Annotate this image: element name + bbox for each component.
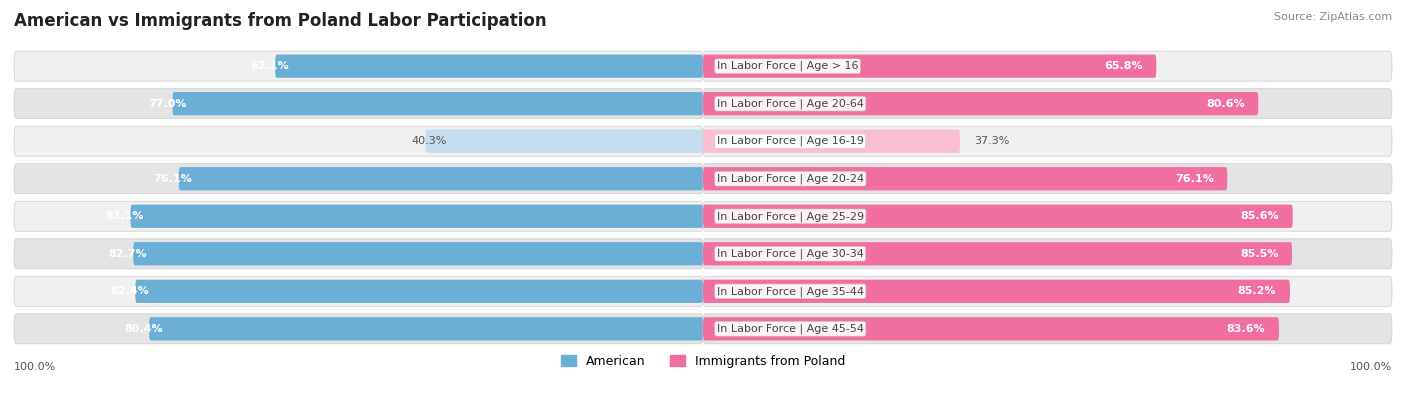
FancyBboxPatch shape [14, 239, 703, 269]
FancyBboxPatch shape [426, 130, 703, 153]
Text: 76.1%: 76.1% [1175, 174, 1213, 184]
FancyBboxPatch shape [703, 164, 1392, 194]
Text: 40.3%: 40.3% [412, 136, 447, 146]
FancyBboxPatch shape [14, 276, 703, 307]
FancyBboxPatch shape [703, 92, 1258, 115]
FancyBboxPatch shape [703, 55, 1156, 78]
Text: 85.2%: 85.2% [1237, 286, 1277, 296]
Text: Source: ZipAtlas.com: Source: ZipAtlas.com [1274, 12, 1392, 22]
Text: 82.7%: 82.7% [108, 249, 148, 259]
FancyBboxPatch shape [14, 201, 703, 231]
FancyBboxPatch shape [703, 130, 960, 153]
Text: 100.0%: 100.0% [1350, 362, 1392, 372]
FancyBboxPatch shape [149, 317, 703, 340]
FancyBboxPatch shape [703, 167, 1227, 190]
FancyBboxPatch shape [14, 126, 703, 156]
Text: In Labor Force | Age 35-44: In Labor Force | Age 35-44 [717, 286, 863, 297]
FancyBboxPatch shape [135, 280, 703, 303]
Text: 83.1%: 83.1% [105, 211, 145, 221]
FancyBboxPatch shape [703, 276, 1392, 307]
FancyBboxPatch shape [703, 314, 1392, 344]
Text: 76.1%: 76.1% [153, 174, 193, 184]
Text: 37.3%: 37.3% [974, 136, 1010, 146]
FancyBboxPatch shape [14, 314, 703, 344]
FancyBboxPatch shape [131, 205, 703, 228]
Text: In Labor Force | Age 20-24: In Labor Force | Age 20-24 [717, 173, 863, 184]
FancyBboxPatch shape [703, 205, 1292, 228]
FancyBboxPatch shape [703, 51, 1392, 81]
Text: 65.8%: 65.8% [1104, 61, 1143, 71]
Text: In Labor Force | Age 25-29: In Labor Force | Age 25-29 [717, 211, 863, 222]
FancyBboxPatch shape [703, 88, 1392, 118]
FancyBboxPatch shape [703, 317, 1279, 340]
Text: 100.0%: 100.0% [14, 362, 56, 372]
Text: 77.0%: 77.0% [148, 99, 186, 109]
FancyBboxPatch shape [703, 126, 1392, 156]
Text: In Labor Force | Age 20-64: In Labor Force | Age 20-64 [717, 98, 863, 109]
FancyBboxPatch shape [14, 164, 703, 194]
FancyBboxPatch shape [173, 92, 703, 115]
Text: In Labor Force | Age > 16: In Labor Force | Age > 16 [717, 61, 858, 71]
FancyBboxPatch shape [703, 242, 1292, 265]
FancyBboxPatch shape [14, 51, 703, 81]
FancyBboxPatch shape [703, 280, 1289, 303]
Text: 62.1%: 62.1% [250, 61, 290, 71]
Text: In Labor Force | Age 16-19: In Labor Force | Age 16-19 [717, 136, 863, 147]
Text: In Labor Force | Age 45-54: In Labor Force | Age 45-54 [717, 324, 863, 334]
FancyBboxPatch shape [134, 242, 703, 265]
FancyBboxPatch shape [14, 88, 703, 118]
Text: 85.5%: 85.5% [1240, 249, 1278, 259]
FancyBboxPatch shape [703, 201, 1392, 231]
Text: 80.6%: 80.6% [1206, 99, 1244, 109]
FancyBboxPatch shape [179, 167, 703, 190]
Text: 83.6%: 83.6% [1226, 324, 1265, 334]
Text: 80.4%: 80.4% [124, 324, 163, 334]
FancyBboxPatch shape [276, 55, 703, 78]
Text: 82.4%: 82.4% [110, 286, 149, 296]
Text: 85.6%: 85.6% [1240, 211, 1279, 221]
FancyBboxPatch shape [703, 239, 1392, 269]
Text: American vs Immigrants from Poland Labor Participation: American vs Immigrants from Poland Labor… [14, 12, 547, 30]
Text: In Labor Force | Age 30-34: In Labor Force | Age 30-34 [717, 248, 863, 259]
Legend: American, Immigrants from Poland: American, Immigrants from Poland [555, 350, 851, 373]
